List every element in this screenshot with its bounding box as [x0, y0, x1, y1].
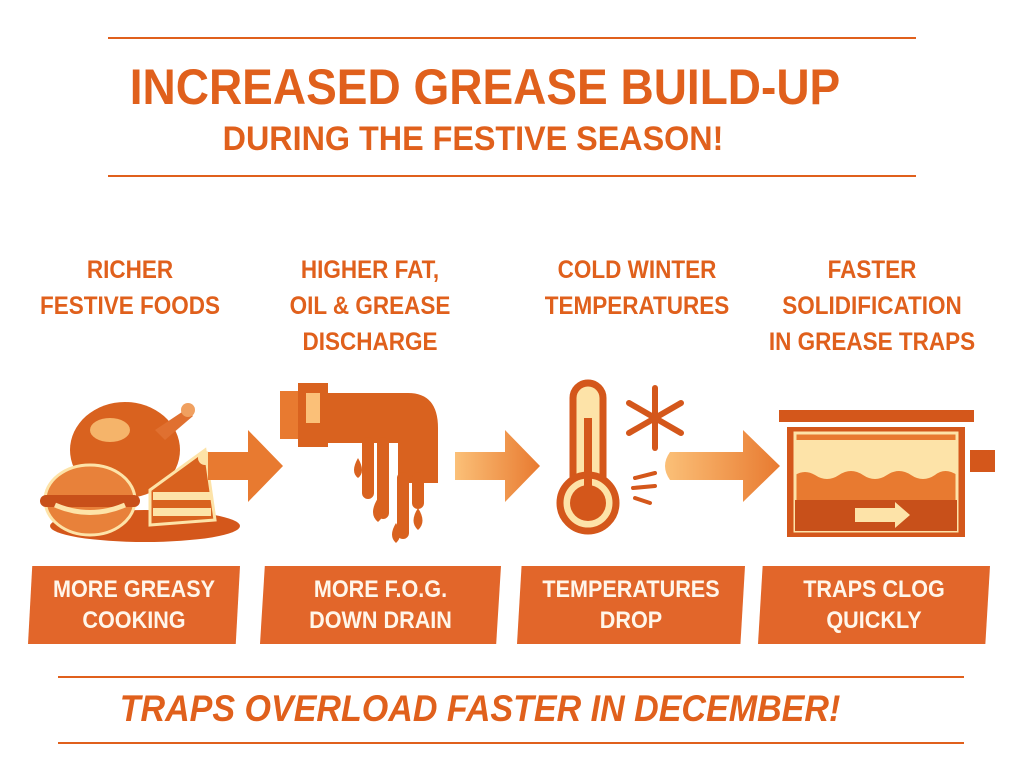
thermometer-snowflake-icon — [556, 379, 684, 535]
title-line-2: DURING THE FESTIVE SEASON! — [222, 120, 724, 158]
grease-trap-icon — [779, 410, 995, 537]
arrow-icon — [455, 430, 540, 502]
title-line-1: INCREASED GREASE BUILD-UP — [129, 59, 841, 115]
footer-top-rule — [58, 676, 964, 678]
step-4-band: TRAPS CLOG QUICKLY — [758, 566, 990, 644]
festive-food-icon — [40, 402, 240, 542]
step-2-band: MORE F.O.G. DOWN DRAIN — [260, 566, 501, 644]
top-rule — [108, 37, 916, 39]
step-4-heading: FASTER SOLIDIFICATION IN GREASE TRAPS — [768, 256, 976, 356]
title-bottom-rule — [108, 175, 916, 177]
step-1-band: MORE GREASY COOKING — [28, 566, 240, 644]
arrow-icon — [665, 430, 780, 502]
footer-message: TRAPS OVERLOAD FASTER IN DECEMBER! — [119, 688, 841, 729]
dripping-pipe-icon — [280, 383, 438, 543]
arrow-icon — [208, 430, 283, 502]
step-2-heading: HIGHER FAT, OIL & GREASE DISCHARGE — [289, 256, 451, 356]
step-3-band: TEMPERATURES DROP — [517, 566, 745, 644]
step-3-heading: COLD WINTER TEMPERATURES — [544, 256, 730, 320]
footer-bottom-rule — [58, 742, 964, 744]
step-1-heading: RICHER FESTIVE FOODS — [39, 256, 221, 320]
